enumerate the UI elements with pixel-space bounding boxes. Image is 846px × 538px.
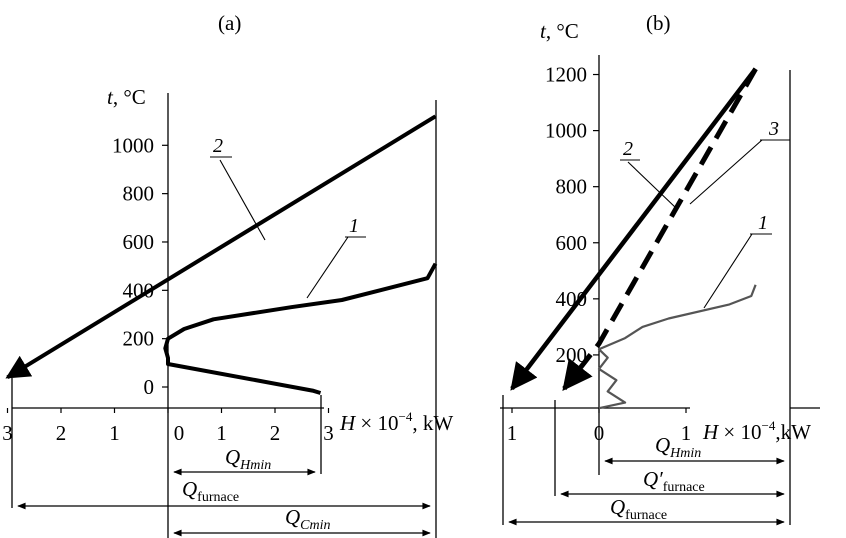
panel-a-x-ticks: 3 2 1 0 1 2 3 [2, 408, 334, 445]
panel-a-x-tick-label: 2 [270, 421, 281, 445]
panel-a-label-1: 1 [349, 215, 359, 237]
panel-a-y-tick-label: 1000 [112, 133, 154, 157]
panel-b-x-tick-label: 1 [681, 421, 692, 445]
panel-b-label-3-leader [689, 139, 763, 205]
panel-b-series-3-line [562, 67, 758, 391]
panel-a-span-cmin-label: QCmin [285, 505, 331, 533]
panel-a-series-2-line [5, 114, 437, 380]
panel-b-y-tick-label: 1200 [545, 63, 587, 87]
panel-a-y-tick-label: 200 [123, 327, 155, 351]
panel-b-x-tick-label: 0 [594, 421, 605, 445]
panel-b-label-1-leader [703, 233, 753, 309]
panel-a-x-tick-label: 2 [56, 421, 67, 445]
panel-b-span-furnace-label: Qfurnace [610, 495, 667, 523]
panel-a-x-tick-label: 0 [174, 421, 185, 445]
panel-b-label-2-leader [627, 161, 677, 209]
panel-a-span-furnace-label: Qfurnace [182, 477, 239, 505]
panel-b-y-tick-label: 600 [556, 231, 588, 255]
panel-b-label-2: 2 [623, 138, 633, 160]
panel-b-label: (b) [646, 11, 671, 35]
panel-a-y-axis-label: t, °C [107, 85, 146, 109]
panel-b-series-1-line [597, 284, 757, 410]
panel-b-x-tick-label: 1 [507, 421, 518, 445]
panel-a-x-tick-label: 3 [2, 421, 13, 445]
panel-b-y-tick-label: 800 [556, 175, 588, 199]
panel-b-y-tick-label: 1000 [545, 119, 587, 143]
panel-a-label-1-leader [306, 236, 349, 299]
panel-b-label-1: 1 [758, 212, 768, 234]
panel-a-label: (a) [218, 11, 241, 35]
panel-a-y-tick-label: 800 [123, 182, 155, 206]
panel-a-x-tick-label: 1 [216, 421, 227, 445]
panel-a-span-hmin-label: QHmin [225, 445, 271, 473]
panel-b-series-2-line [510, 67, 758, 391]
panel-b-span-qprime-label: Q′furnace [643, 467, 705, 495]
panel-a-x-tick-label: 1 [109, 421, 120, 445]
panel-a-y-tick-label: 600 [123, 230, 155, 254]
panel-b-x-axis-label: H × 10−4,kW [702, 418, 811, 444]
panel-b-x-ticks: 1 0 1 [507, 408, 692, 445]
panel-a-label-2-leader [219, 159, 266, 241]
panel-b-y-axis-label: t, °C [540, 19, 579, 43]
panel-b-span-hmin-label: QHmin [655, 433, 701, 461]
panel-a-x-axis-label: H × 10−4, kW [339, 409, 453, 435]
panel-b-label-3: 3 [768, 118, 779, 140]
panel-a-label-2: 2 [213, 135, 223, 157]
panel-a-series-1-line [163, 262, 438, 395]
panel-a-x-tick-label: 3 [323, 421, 334, 445]
panel-a-y-tick-label: 0 [144, 375, 155, 399]
